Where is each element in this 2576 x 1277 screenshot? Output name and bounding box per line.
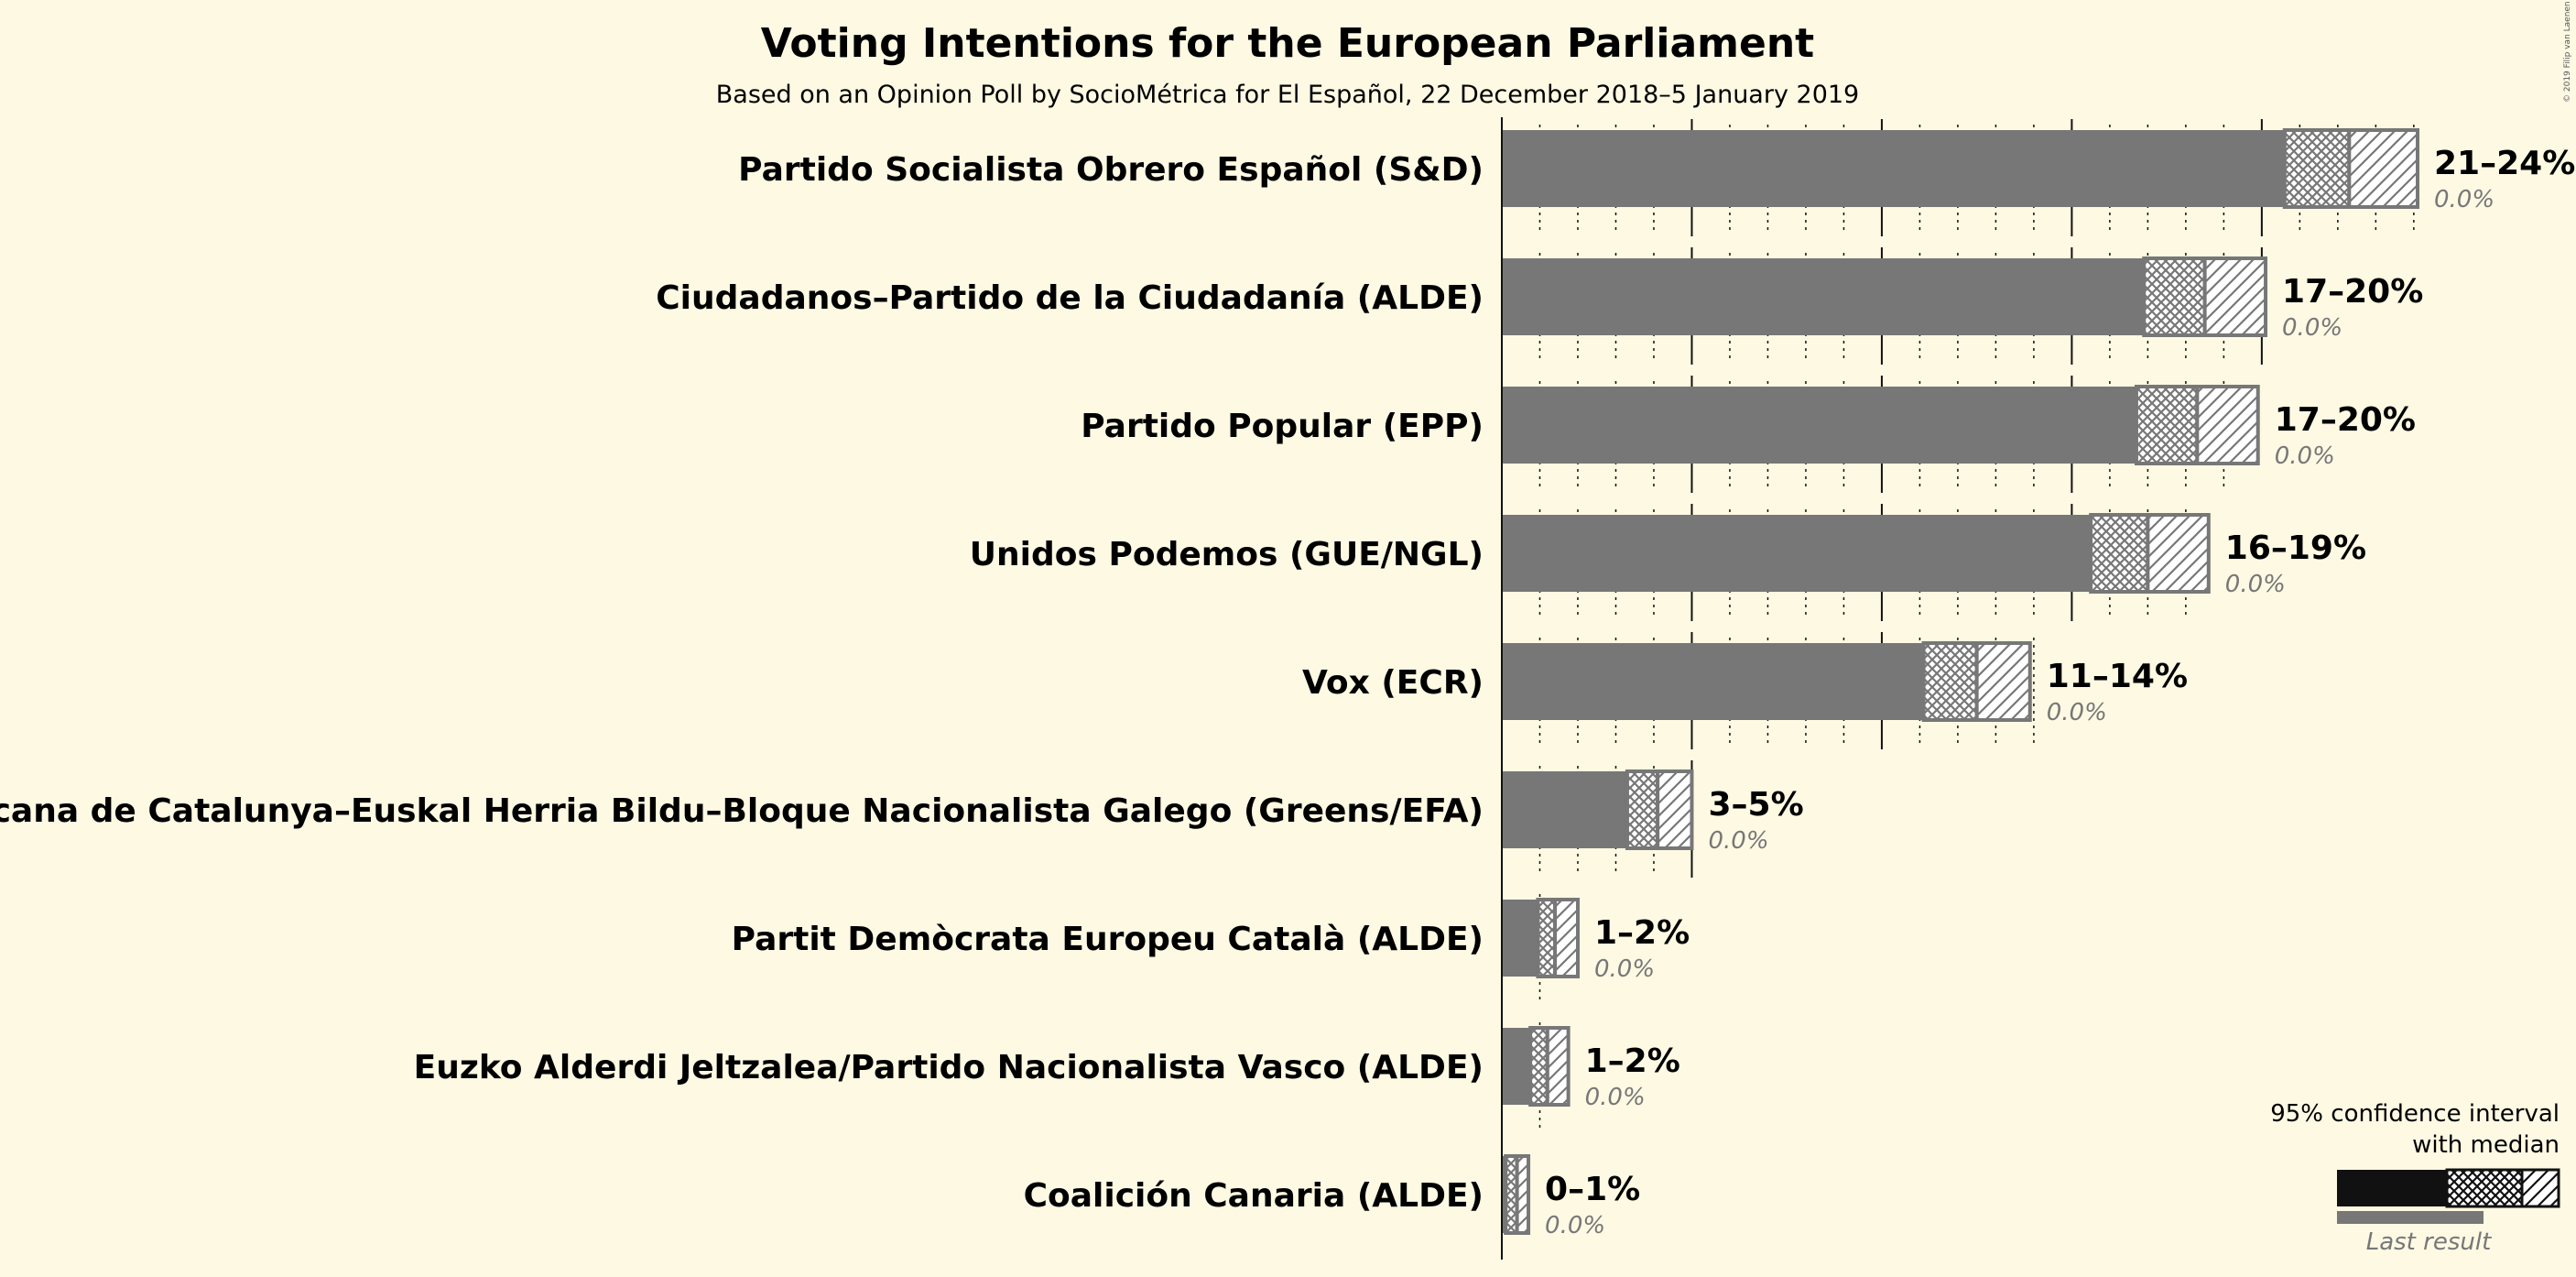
last-result-label: 0.0% (1545, 1212, 1605, 1239)
range-label: 21–24% (2434, 145, 2575, 182)
bar-ci-lower (1536, 898, 1558, 978)
bar-ci-upper (2347, 128, 2420, 209)
range-label: 1–2% (1594, 914, 1690, 952)
party-label: Partido Socialista Obrero Español (S&D) (738, 151, 1484, 189)
last-result-label: 0.0% (2282, 314, 2342, 342)
bar-ci-upper (1974, 641, 2032, 722)
bar-solid (1502, 643, 1924, 720)
bar-ci-upper (2202, 256, 2268, 337)
legend-title-line1: 95% confidence interval (2270, 1100, 2560, 1128)
last-result-label: 0.0% (1708, 827, 1768, 855)
bar-solid (1502, 1028, 1531, 1105)
bar-solid (1502, 1156, 1506, 1233)
party-label: Partido Popular (EPP) (1081, 408, 1484, 445)
last-result-label: 0.0% (2434, 186, 2494, 213)
range-label: 11–14% (2047, 658, 2188, 695)
bar-ci-upper (2146, 513, 2211, 594)
legend: 95% confidence interval with median Last… (2270, 1100, 2560, 1256)
bar-ci-lower (1528, 1026, 1549, 1107)
bar-solid (1502, 258, 2145, 335)
bar-ci-lower (2142, 256, 2207, 337)
bar-ci-upper (1656, 769, 1694, 850)
legend-title-line2: with median (2412, 1131, 2560, 1159)
bar-solid (1502, 515, 2092, 592)
range-label: 17–20% (2275, 401, 2416, 439)
bar-ci-lower (2134, 385, 2200, 465)
bar-ci-upper (1545, 1026, 1571, 1107)
legend-last-result-label: Last result (2366, 1228, 2492, 1256)
last-result-label: 0.0% (2275, 442, 2335, 470)
party-label: Esquerra Republicana de Catalunya–Euskal… (0, 792, 1484, 830)
legend-hatch-swatch (2520, 1168, 2560, 1208)
bars (1502, 128, 2420, 1235)
last-result-label: 0.0% (2047, 699, 2107, 726)
bar-ci-upper (1553, 898, 1580, 978)
bar-ci-lower (2089, 513, 2150, 594)
party-label: Euzko Alderdi Jeltzalea/Partido Nacional… (414, 1049, 1484, 1086)
range-label: 1–2% (1585, 1042, 1680, 1080)
chart-subtitle: Based on an Opinion Poll by SocioMétrica… (716, 81, 1859, 109)
last-result-label: 0.0% (1585, 1084, 1646, 1111)
bar-ci-upper (2195, 385, 2260, 465)
range-label: 17–20% (2282, 273, 2423, 311)
chart-title: Voting Intentions for the European Parli… (761, 20, 1814, 67)
last-result-label: 0.0% (1594, 955, 1655, 983)
bar-ci-upper (1515, 1154, 1531, 1235)
party-label: Partit Demòcrata Europeu Català (ALDE) (732, 921, 1484, 958)
bar-ci-lower (2282, 128, 2352, 209)
bar-solid (1502, 900, 1538, 977)
last-result-label: 0.0% (2225, 571, 2286, 598)
bar-solid (1502, 387, 2136, 464)
copyright-note: © 2019 Filip van Laenen (2563, 1, 2572, 103)
party-label: Unidos Podemos (GUE/NGL) (970, 536, 1484, 573)
legend-crosshatch-swatch (2445, 1168, 2524, 1208)
bar-solid (1502, 130, 2285, 207)
legend-solid-swatch (2337, 1170, 2447, 1206)
party-label: Coalición Canaria (ALDE) (1024, 1177, 1484, 1215)
party-label: Ciudadanos–Partido de la Ciudadanía (ALD… (656, 279, 1484, 317)
labels: Partido Socialista Obrero Español (S&D) 2… (0, 145, 2575, 1239)
bar-solid (1502, 771, 1627, 848)
legend-last-result-swatch (2337, 1211, 2484, 1224)
range-label: 3–5% (1708, 786, 1803, 824)
range-label: 0–1% (1545, 1171, 1640, 1208)
bar-ci-lower (1625, 769, 1660, 850)
party-label: Vox (ECR) (1302, 664, 1484, 702)
bar-ci-lower (1921, 641, 1979, 722)
range-label: 16–19% (2225, 529, 2366, 567)
